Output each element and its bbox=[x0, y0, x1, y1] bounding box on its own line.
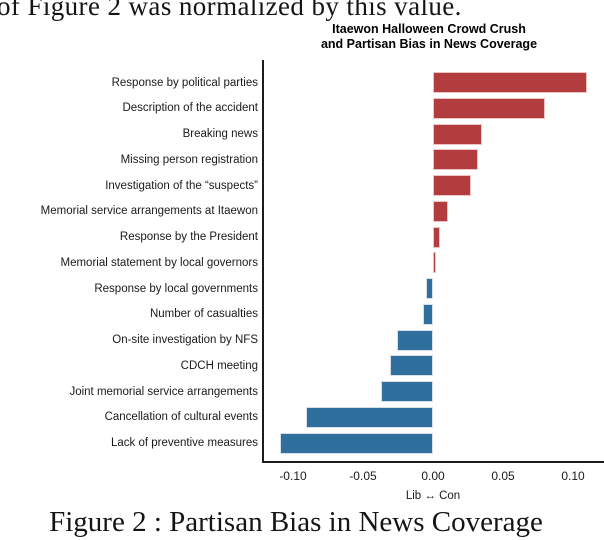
x-tick-label: -0.05 bbox=[349, 469, 377, 483]
category-label: Investigation of the “suspects” bbox=[105, 179, 258, 192]
bar-positive bbox=[433, 252, 436, 274]
chart-title-line-2: and Partisan Bias in News Coverage bbox=[320, 37, 538, 51]
bar-negative bbox=[280, 432, 433, 454]
category-label: Number of casualties bbox=[149, 308, 258, 321]
chart-title-line-1: Itaewon Halloween Crowd Crush bbox=[332, 22, 526, 36]
category-label: Missing person registration bbox=[120, 153, 258, 166]
category-label: Joint memorial service arrangements bbox=[69, 385, 258, 398]
bar-positive bbox=[433, 226, 440, 248]
category-label: CDCH meeting bbox=[180, 359, 258, 372]
chart-title: Itaewon Halloween Crowd Crush and Partis… bbox=[229, 22, 604, 52]
category-label: Response by political parties bbox=[111, 76, 258, 89]
bar-positive bbox=[433, 123, 482, 145]
category-label: Cancellation of cultural events bbox=[104, 411, 258, 424]
bar-positive bbox=[433, 175, 471, 196]
bar-positive bbox=[433, 97, 545, 119]
x-axis-spine bbox=[262, 460, 604, 463]
category-label: On-site investigation by NFS bbox=[112, 334, 258, 346]
x-tick-label: 0.00 bbox=[421, 469, 445, 483]
y-axis-spine bbox=[262, 60, 264, 462]
x-tick-label: 0.05 bbox=[491, 469, 515, 483]
bar-negative bbox=[305, 406, 433, 428]
category-label: Lack of preventive measures bbox=[110, 437, 258, 449]
x-tick-label: -0.10 bbox=[279, 469, 307, 483]
figure-caption: Figure 2 : Partisan Bias in News Coverag… bbox=[49, 506, 543, 538]
bar-positive bbox=[433, 200, 449, 222]
bar-positive bbox=[433, 72, 587, 93]
bar-negative bbox=[389, 355, 433, 377]
bar-negative bbox=[426, 278, 433, 299]
category-label: Breaking news bbox=[182, 128, 258, 140]
category-label: Response by local governments bbox=[94, 282, 258, 295]
category-label: Description of the accident bbox=[122, 102, 258, 115]
category-label: Response by the President bbox=[119, 231, 258, 243]
body-text-line: of Figure 2 was normalized by this value… bbox=[0, 0, 462, 21]
category-label: Memorial statement by local governors bbox=[60, 256, 259, 269]
bar-negative bbox=[381, 381, 433, 402]
x-axis-label: Lib ↔ Con bbox=[405, 490, 461, 502]
bar-positive bbox=[433, 149, 478, 171]
category-label: Memorial service arrangements at Itaewon bbox=[40, 205, 258, 218]
x-tick-label: 0.10 bbox=[561, 469, 585, 483]
bar-negative bbox=[423, 303, 433, 325]
bar-negative bbox=[396, 329, 433, 351]
